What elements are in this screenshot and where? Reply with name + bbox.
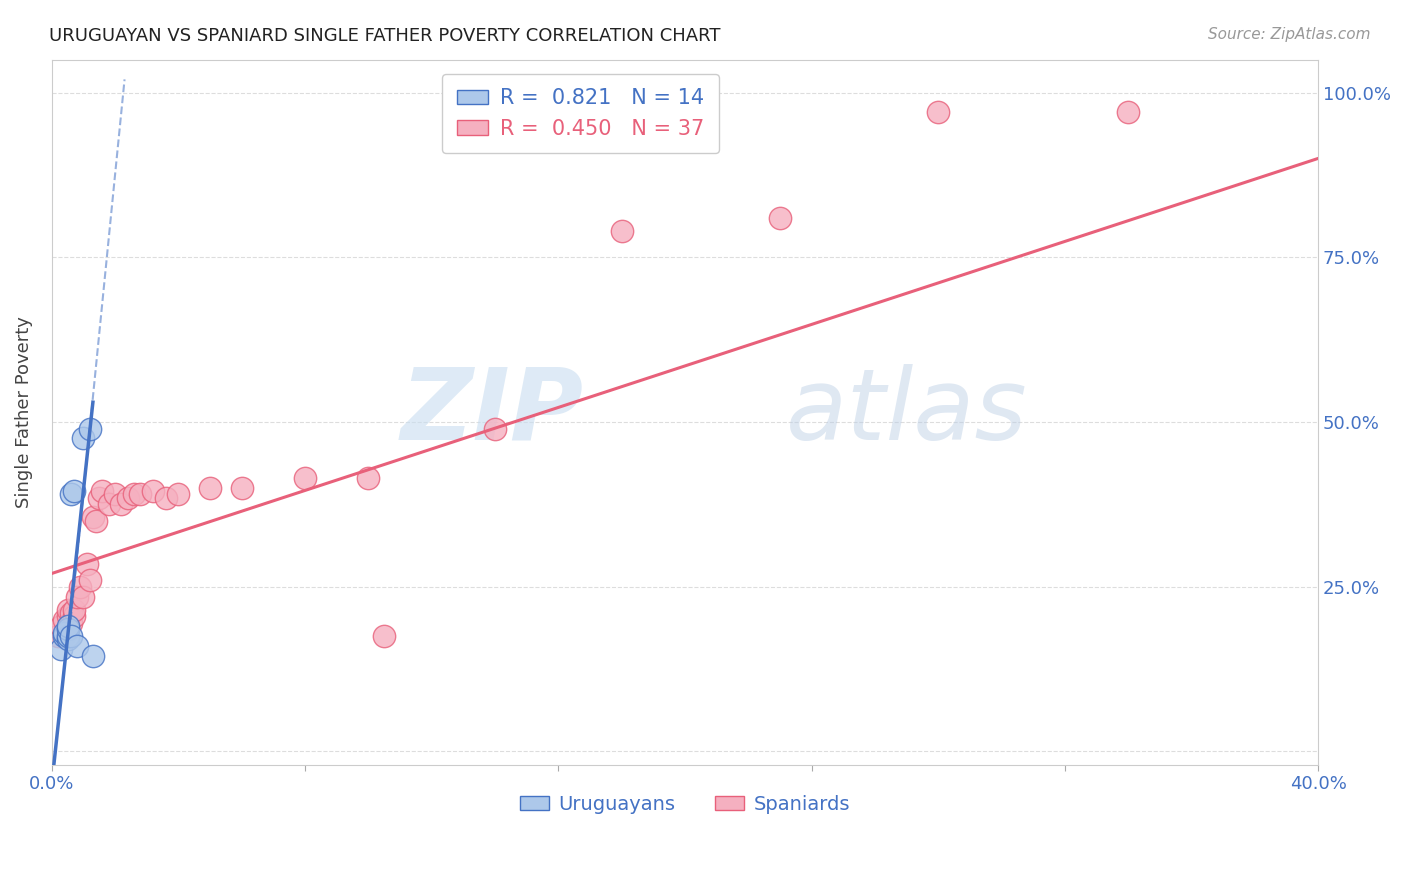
Point bbox=[129, 487, 152, 501]
Text: ZIP: ZIP bbox=[401, 364, 583, 460]
Legend: Uruguayans, Spaniards: Uruguayans, Spaniards bbox=[508, 783, 862, 825]
Point bbox=[373, 629, 395, 643]
Point bbox=[56, 623, 79, 637]
Point bbox=[97, 497, 120, 511]
Point bbox=[769, 211, 792, 225]
Point bbox=[66, 590, 89, 604]
Point bbox=[76, 557, 98, 571]
Point bbox=[198, 481, 221, 495]
Point bbox=[142, 484, 165, 499]
Point bbox=[484, 421, 506, 435]
Point bbox=[117, 491, 139, 505]
Point bbox=[46, 629, 69, 643]
Point bbox=[79, 573, 101, 587]
Point bbox=[53, 629, 76, 643]
Point bbox=[59, 629, 82, 643]
Y-axis label: Single Father Poverty: Single Father Poverty bbox=[15, 316, 32, 508]
Text: URUGUAYAN VS SPANIARD SINGLE FATHER POVERTY CORRELATION CHART: URUGUAYAN VS SPANIARD SINGLE FATHER POVE… bbox=[49, 27, 721, 45]
Point bbox=[72, 590, 94, 604]
Point bbox=[294, 471, 316, 485]
Point bbox=[357, 471, 380, 485]
Point bbox=[56, 603, 79, 617]
Point bbox=[79, 421, 101, 435]
Point bbox=[59, 606, 82, 620]
Point bbox=[167, 487, 190, 501]
Point bbox=[231, 481, 253, 495]
Point bbox=[63, 484, 86, 499]
Point bbox=[84, 514, 107, 528]
Point bbox=[59, 487, 82, 501]
Point bbox=[610, 224, 633, 238]
Point bbox=[82, 648, 104, 663]
Text: atlas: atlas bbox=[786, 364, 1028, 460]
Point bbox=[66, 639, 89, 653]
Point bbox=[89, 491, 111, 505]
Point bbox=[110, 497, 132, 511]
Point bbox=[51, 619, 73, 633]
Point bbox=[63, 603, 86, 617]
Point bbox=[91, 484, 114, 499]
Point bbox=[56, 619, 79, 633]
Point bbox=[56, 629, 79, 643]
Text: Source: ZipAtlas.com: Source: ZipAtlas.com bbox=[1208, 27, 1371, 42]
Point bbox=[927, 105, 949, 120]
Point bbox=[51, 642, 73, 657]
Point bbox=[82, 510, 104, 524]
Point bbox=[59, 615, 82, 630]
Point bbox=[72, 431, 94, 445]
Point bbox=[1116, 105, 1139, 120]
Point bbox=[56, 609, 79, 624]
Point bbox=[63, 609, 86, 624]
Point bbox=[53, 625, 76, 640]
Point bbox=[155, 491, 177, 505]
Point bbox=[122, 487, 145, 501]
Point bbox=[53, 613, 76, 627]
Point bbox=[104, 487, 127, 501]
Point bbox=[69, 580, 91, 594]
Point bbox=[56, 632, 79, 647]
